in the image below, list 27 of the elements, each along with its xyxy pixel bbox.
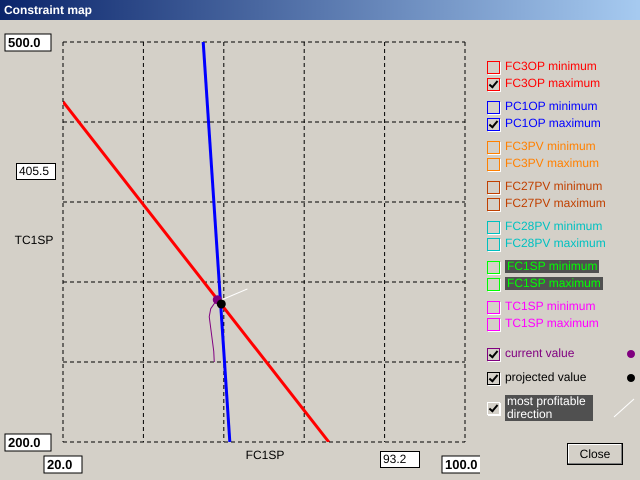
- y-tick-label: 200.0: [8, 435, 41, 450]
- legend-label: PC1OP minimum: [505, 99, 598, 113]
- legend-label: FC1SP maximum: [505, 276, 603, 290]
- legend-label: FC3OP maximum: [505, 76, 600, 90]
- x-tick-label: 20.0: [47, 457, 72, 472]
- legend-label: PC1OP maximum: [505, 116, 601, 130]
- legend-label: TC1SP minimum: [505, 299, 596, 313]
- legend-label: FC28PV minimum: [505, 219, 602, 233]
- legend-label: FC3PV minimum: [505, 139, 596, 153]
- y-axis-title: TC1SP: [14, 233, 54, 247]
- legend-label: TC1SP maximum: [505, 316, 599, 330]
- legend-label: FC27PV minimum: [505, 179, 602, 193]
- legend-label: FC3PV maximum: [505, 156, 600, 170]
- text: 93.2: [380, 451, 420, 468]
- x-tick-label: 100.0: [445, 457, 478, 472]
- legend-label: FC27PV maximum: [505, 196, 606, 210]
- legend-label: FC3OP minimum: [505, 59, 597, 73]
- chart-title: Constraint map: [0, 0, 640, 20]
- legend-label: FC1SP minimum: [505, 259, 600, 273]
- text: 405.5: [16, 163, 56, 180]
- legend-label: current value: [505, 346, 574, 360]
- y-tick-label: 500.0: [8, 35, 41, 50]
- legend-label: most profitable direction: [505, 394, 593, 421]
- x-axis-title: FC1SP: [244, 448, 286, 462]
- legend-label: FC28PV maximum: [505, 236, 606, 250]
- text: Close: [567, 443, 623, 465]
- legend-label: projected value: [505, 370, 586, 384]
